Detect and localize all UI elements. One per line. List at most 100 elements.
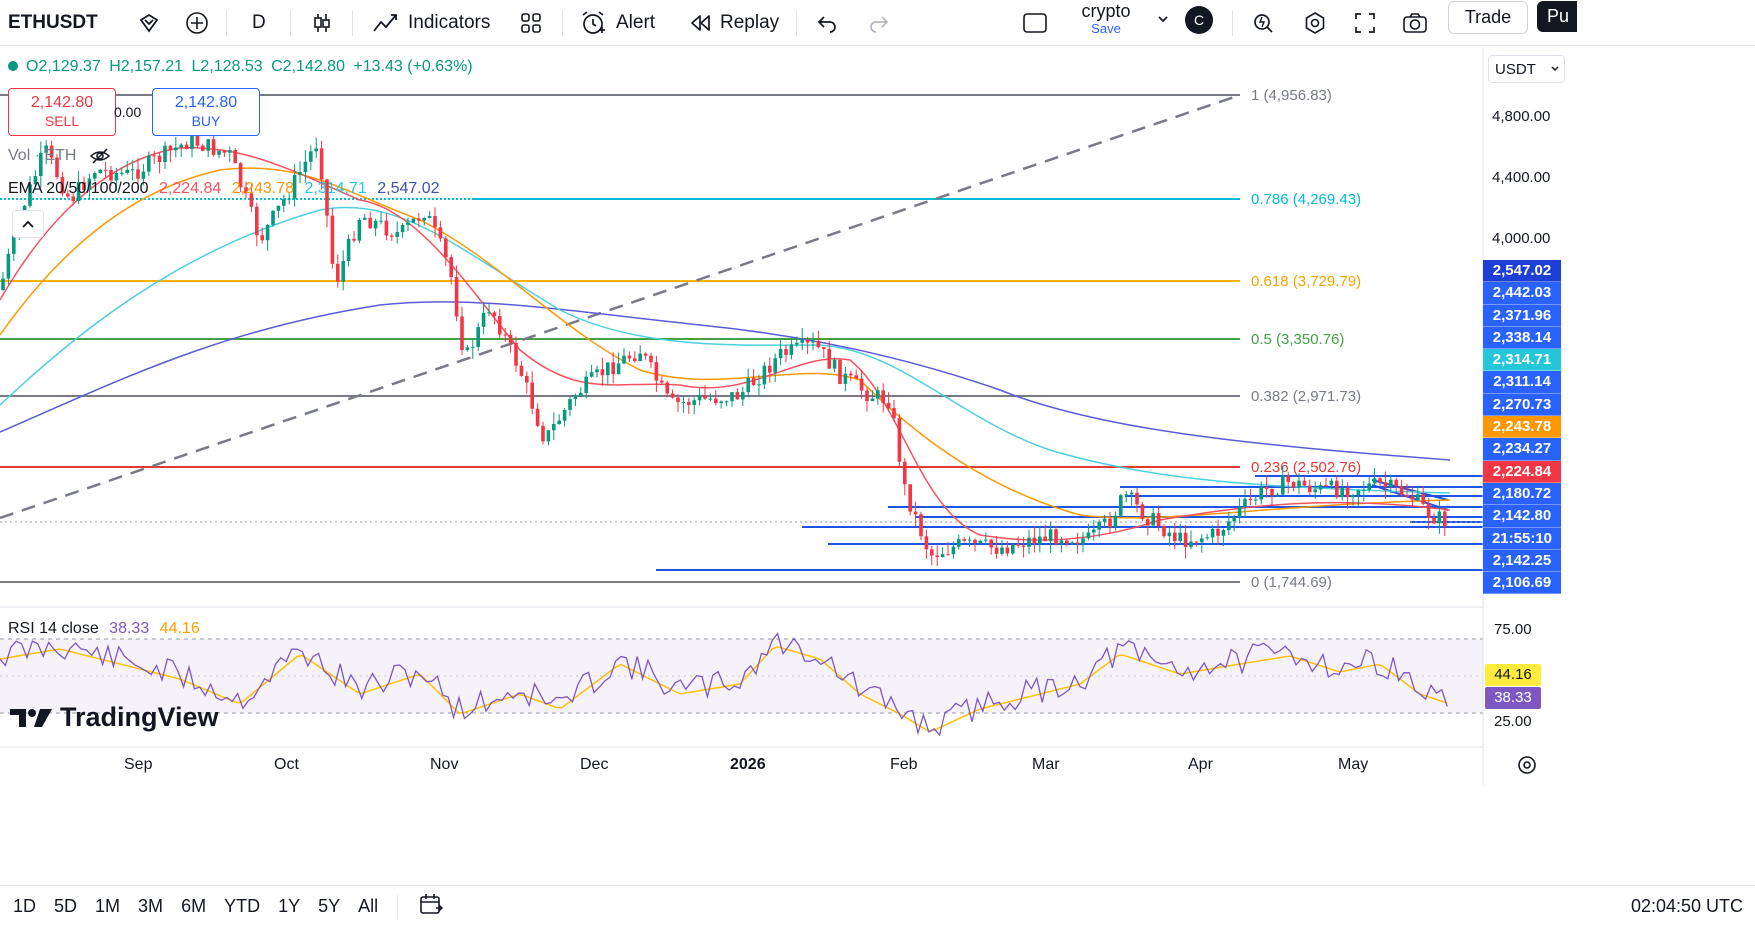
templates-grid-icon[interactable] xyxy=(516,8,546,38)
layout-name-button[interactable]: crypto Save xyxy=(1076,0,1136,36)
quick-search-icon[interactable] xyxy=(1248,8,1278,38)
candle-body xyxy=(390,235,394,237)
fib-trend-dashed-line[interactable] xyxy=(0,93,1241,520)
candle-body xyxy=(789,344,794,355)
candle-body xyxy=(525,375,529,383)
buy-label: BUY xyxy=(191,113,221,129)
candle-body xyxy=(573,395,578,400)
alarm-clock-icon xyxy=(582,11,605,34)
timeframe-3m[interactable]: 3M xyxy=(138,896,164,916)
camera-snapshot-icon[interactable] xyxy=(1400,8,1430,38)
currency-select[interactable]: USDT xyxy=(1488,55,1565,83)
rsi-axis-bottom: 25.00 xyxy=(1494,713,1532,730)
candle-body xyxy=(589,372,594,377)
candle-body xyxy=(562,409,567,421)
candle-body xyxy=(697,395,702,401)
fullscreen-frame-icon[interactable] xyxy=(1020,8,1050,38)
candle-body xyxy=(984,539,988,541)
candle-body xyxy=(98,169,102,173)
trend-lines[interactable] xyxy=(0,475,1483,571)
candle-body xyxy=(1437,511,1442,524)
replay-button[interactable]: Replay xyxy=(688,0,779,46)
timeframe-ytd[interactable]: YTD xyxy=(224,896,261,916)
collapse-legend-button[interactable] xyxy=(12,210,44,238)
buy-button[interactable]: 2,142.80 BUY xyxy=(152,88,260,136)
candle-body xyxy=(1351,495,1355,497)
legend-close: C2,142.80 xyxy=(271,58,345,75)
candle-body xyxy=(946,554,950,556)
ohlc-legend: O2,129.37 H2,157.21 L2,128.53 C2,142.80 … xyxy=(8,58,473,76)
trend-line[interactable] xyxy=(1371,484,1449,511)
alert-button[interactable]: Alert xyxy=(580,0,655,46)
utc-clock[interactable]: 02:04:50 UTC xyxy=(1630,896,1743,916)
settings-gear-icon[interactable] xyxy=(1300,8,1330,38)
candle-body xyxy=(1005,547,1010,554)
fib-level-label: 0.618 (3,729.79) xyxy=(1251,273,1361,290)
axis-settings-icon[interactable] xyxy=(1516,754,1538,781)
candle-body xyxy=(741,392,745,400)
candle-body xyxy=(406,222,410,225)
timeframe-1y[interactable]: 1Y xyxy=(278,896,301,916)
price-chart[interactable]: 1 (4,956.83) 0.786 (4,269.43) 0.618 (3,729… xyxy=(0,48,1755,858)
candle-body xyxy=(152,155,156,157)
publish-button[interactable]: Pu xyxy=(1537,1,1577,32)
candle-body xyxy=(757,384,761,386)
candle-body xyxy=(903,461,907,485)
eye-hidden-icon[interactable] xyxy=(89,147,111,165)
candle-body xyxy=(870,398,875,402)
candle-body xyxy=(957,539,961,547)
candle-body xyxy=(368,217,372,229)
indicators-icon xyxy=(373,14,397,32)
redo-icon[interactable] xyxy=(864,8,894,38)
candle-body xyxy=(638,353,642,362)
timeframe-1d[interactable]: 1D xyxy=(13,896,37,916)
legend-change: +13.43 (+0.63%) xyxy=(353,58,473,75)
candle-body xyxy=(195,134,200,146)
compare-add-symbol-icon[interactable] xyxy=(182,8,212,38)
candle-body xyxy=(184,144,189,150)
fib-level-label: 1 (4,956.83) xyxy=(1251,87,1332,104)
symbol-badge-icon[interactable] xyxy=(134,8,164,38)
candle-body xyxy=(892,408,896,419)
candle-body xyxy=(579,393,583,396)
candle-body xyxy=(1275,494,1280,496)
candle-body xyxy=(530,382,534,409)
legend-open: O2,129.37 xyxy=(26,58,101,75)
date-range-calendar-icon[interactable] xyxy=(418,892,444,921)
candle-body xyxy=(1367,483,1371,490)
candle-body xyxy=(1146,519,1150,526)
interval-button[interactable]: D xyxy=(252,0,266,46)
candle-body xyxy=(379,220,383,222)
candle-body xyxy=(1378,478,1382,483)
timeframe-5d[interactable]: 5D xyxy=(54,896,78,916)
candle-body xyxy=(919,514,923,537)
candle-body xyxy=(1011,544,1015,554)
candle-body xyxy=(951,546,956,555)
ema-legend: EMA 20/50/100/200 2,224.84 2,243.78 2,31… xyxy=(8,180,440,198)
candle-body xyxy=(1043,536,1047,542)
symbol-search-button[interactable]: ETHUSDT xyxy=(8,0,98,46)
candle-body xyxy=(325,179,329,216)
timeframe-6m[interactable]: 6M xyxy=(181,896,207,916)
trade-button[interactable]: Trade xyxy=(1448,1,1528,34)
chevron-down-icon[interactable] xyxy=(1156,12,1170,29)
candles-chart-type-icon[interactable] xyxy=(307,8,337,38)
candle-body xyxy=(978,540,983,544)
timeframe-5y[interactable]: 5Y xyxy=(318,896,341,916)
sell-button[interactable]: 2,142.80 SELL xyxy=(8,88,116,136)
avatar[interactable]: C xyxy=(1185,6,1213,34)
layout-name: crypto xyxy=(1081,1,1131,21)
rsi-ma-value: 44.16 xyxy=(159,620,200,637)
market-open-dot-icon xyxy=(8,61,18,71)
time-axis-label: Nov xyxy=(430,756,459,773)
timeframe-all[interactable]: All xyxy=(358,896,379,916)
candle-body xyxy=(103,169,108,171)
fullscreen-icon[interactable] xyxy=(1350,8,1380,38)
candle-body xyxy=(1335,480,1339,498)
price-tag: 2,547.02 xyxy=(1483,260,1561,283)
indicators-button[interactable]: Indicators xyxy=(372,0,490,46)
undo-icon[interactable] xyxy=(812,8,842,38)
rsi-value-tag-label: 38.33 xyxy=(1494,689,1532,706)
timeframe-1m[interactable]: 1M xyxy=(95,896,121,916)
time-axis-label: May xyxy=(1338,756,1369,773)
